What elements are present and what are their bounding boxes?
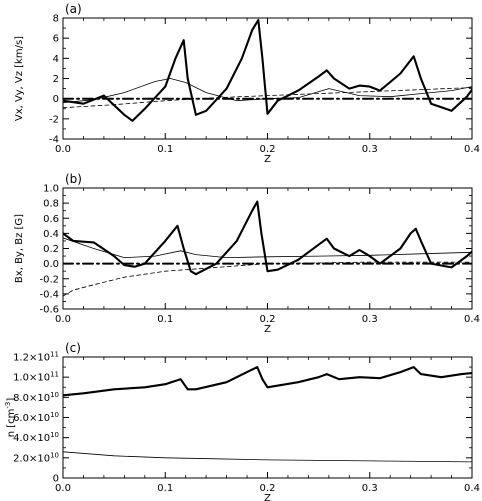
y-tick-label: -0.4: [39, 289, 59, 300]
series-line-dashed: [63, 261, 472, 297]
series-line-thick-solid: [63, 366, 472, 397]
y-tick-label: 1.0×1011: [13, 371, 59, 384]
y-tick-label: 8.0×1010: [13, 391, 59, 404]
y-tick-label: 0.0: [43, 259, 59, 270]
panel-a: 0.0 0.1 0.2 0.3 0.4 -4 -2 0 2 4 6 8 (a) Z Vx, Vy, Vz […: [14, 2, 480, 165]
panel-c: 0.0 0.1 0.2 0.3 0.4 0 2.0×1010 4.0×1010 6.0×1010…: [4, 341, 480, 501]
series-group: [63, 200, 472, 297]
panel-b: 0.0 0.1 0.2 0.3 0.4 -0.6 -0.4 -0.2 0.0 0.2 0.4 0.6 0…: [14, 172, 480, 335]
panel-label: (c): [65, 341, 81, 355]
x-tick-label: 0.3: [362, 144, 378, 155]
x-tick-label: 0.1: [157, 144, 173, 155]
plot-frame: [62, 17, 473, 140]
y-axis-label: Bx, By, Bz [G]: [14, 214, 25, 283]
x-tick-label: 0.2: [260, 483, 276, 494]
y-tick-label: 1.0: [43, 184, 59, 195]
x-tick-label: 0.2: [260, 314, 276, 325]
panel-label: (a): [65, 2, 82, 16]
x-tick-label: 0.4: [464, 314, 480, 325]
y-tick-label: 0.6: [43, 214, 59, 225]
series-line-dashed: [63, 87, 472, 109]
y-tick-label: -2: [49, 114, 59, 125]
x-tick-label: 0.4: [464, 483, 480, 494]
y-tick-label: 2: [53, 74, 59, 85]
x-tick-label: 0.3: [362, 314, 378, 325]
y-tick-label: 2.0×1010: [13, 451, 59, 464]
x-tick-label: 0.0: [55, 483, 71, 494]
x-tick-label: 0.4: [464, 144, 480, 155]
y-tick-label: 0.8: [43, 199, 59, 210]
series-line-thick-solid: [63, 200, 472, 276]
y-tick-label: 4: [53, 54, 59, 65]
panel-label: (b): [65, 172, 82, 186]
y-tick-label: 1.2×1011: [13, 351, 59, 364]
x-tick-label: 0.0: [55, 314, 71, 325]
y-tick-label: 0: [53, 474, 59, 485]
y-tick-label: 6: [53, 34, 59, 45]
x-tick-label: 0.0: [55, 144, 71, 155]
x-axis-label: Z: [264, 493, 271, 501]
x-tick-label: 0.3: [362, 483, 378, 494]
y-tick-label: 4.0×1010: [13, 431, 59, 444]
series-line-thin-solid: [63, 451, 472, 463]
y-tick-label: 0: [53, 94, 59, 105]
x-axis-label: Z: [264, 154, 271, 165]
series-line-thick-solid: [63, 18, 472, 122]
x-axis-label: Z: [264, 324, 271, 335]
y-tick-label: 0.4: [43, 229, 59, 240]
plot-frame: [62, 187, 473, 310]
series-group: [63, 18, 472, 122]
y-tick-label: -4: [49, 135, 59, 146]
y-tick-label: 6.0×1010: [13, 411, 59, 424]
x-tick-label: 0.1: [157, 483, 173, 494]
series-line-thin-solid: [63, 237, 472, 259]
y-axis-label: Vx, Vy, Vz [km/s]: [14, 36, 25, 121]
y-tick-label: -0.6: [39, 305, 59, 316]
y-tick-label: 0.2: [43, 244, 59, 255]
y-tick-label: -0.2: [39, 274, 59, 285]
x-tick-label: 0.2: [260, 144, 276, 155]
y-tick-label: 8: [53, 14, 59, 25]
x-tick-label: 0.1: [157, 314, 173, 325]
series-group: [63, 366, 472, 463]
